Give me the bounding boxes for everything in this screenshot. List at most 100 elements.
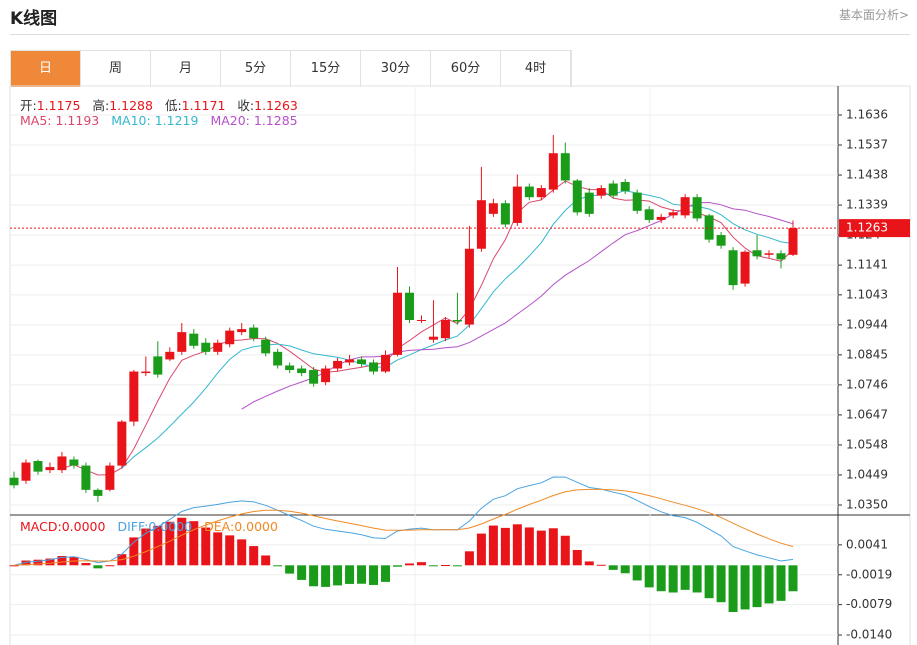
candle-body bbox=[716, 235, 726, 246]
divider bbox=[10, 34, 910, 35]
macd-bar bbox=[285, 565, 295, 574]
macd-bar bbox=[57, 556, 67, 566]
period-tab[interactable]: 5分 bbox=[221, 51, 291, 87]
candle-body bbox=[45, 467, 55, 471]
candle-body bbox=[776, 253, 786, 260]
macd-bar bbox=[500, 527, 510, 566]
macd-bar bbox=[524, 527, 534, 566]
last-price-label: 1.1263 bbox=[846, 221, 888, 235]
macd-bar bbox=[512, 524, 522, 566]
macd-bar bbox=[225, 535, 235, 566]
quote-label: 开: bbox=[20, 98, 37, 113]
quote-label: 低: bbox=[164, 98, 182, 113]
y-tick-label: 1.0647 bbox=[846, 407, 888, 421]
page-title: K线图 bbox=[10, 9, 58, 29]
macd-bar bbox=[249, 546, 259, 566]
candle-body bbox=[416, 319, 426, 321]
candle-body bbox=[261, 339, 271, 354]
period-tab[interactable]: 日 bbox=[11, 51, 81, 87]
candle-body bbox=[404, 292, 414, 320]
candle-body bbox=[488, 203, 498, 214]
macd-bar bbox=[740, 565, 750, 610]
quote-value: 1.1288 bbox=[109, 98, 153, 113]
y-tick-label: 1.1141 bbox=[846, 258, 888, 272]
candle-body bbox=[213, 342, 223, 352]
candle-body bbox=[69, 459, 79, 466]
macd-bar bbox=[404, 563, 414, 566]
quote-value: 1.1175 bbox=[36, 98, 81, 113]
candle-body bbox=[764, 253, 774, 255]
period-tab[interactable]: 60分 bbox=[431, 51, 501, 87]
macd-bar bbox=[680, 565, 690, 590]
y-tick-label: 1.0449 bbox=[846, 467, 888, 481]
ma-row: MA5: 1.1193 MA10: 1.1219 MA20: 1.1285 bbox=[20, 113, 310, 128]
period-tab[interactable]: 月 bbox=[151, 51, 221, 87]
macd-bar bbox=[788, 565, 798, 592]
macd-bar bbox=[345, 565, 355, 584]
macd-bar bbox=[536, 530, 546, 566]
candle-body bbox=[93, 489, 103, 496]
quote-label: 高: bbox=[92, 98, 110, 113]
ma-label: MA5: bbox=[20, 113, 52, 128]
macd-bar bbox=[668, 565, 678, 593]
macd-bar bbox=[644, 565, 654, 588]
period-tab[interactable]: 周 bbox=[81, 51, 151, 87]
candle-body bbox=[428, 336, 438, 340]
candle-body bbox=[141, 371, 151, 374]
candle-body bbox=[21, 462, 31, 481]
quote-row: 开:1.1175 高:1.1288 低:1.1171 收:1.1263 bbox=[20, 95, 310, 114]
candle-body bbox=[369, 362, 379, 372]
candle-body bbox=[105, 465, 115, 490]
macd-bar bbox=[21, 560, 31, 566]
period-tab[interactable]: 4时 bbox=[501, 51, 571, 87]
candle-body bbox=[704, 215, 714, 240]
candle-body bbox=[752, 250, 762, 257]
y-tick-label: 1.0746 bbox=[846, 377, 888, 391]
quote-label: 收: bbox=[237, 98, 255, 113]
candle-body bbox=[572, 180, 582, 213]
candle-body bbox=[117, 421, 127, 466]
macd-bar bbox=[309, 565, 319, 587]
quote-value: 1.1171 bbox=[181, 98, 226, 113]
macd-value: 0.0000 bbox=[61, 519, 106, 534]
macd-bar bbox=[416, 562, 426, 566]
candle-body bbox=[57, 456, 67, 471]
macd-bar bbox=[393, 565, 403, 567]
period-tab[interactable]: 15分 bbox=[291, 51, 361, 87]
candle-body bbox=[201, 342, 211, 352]
y-tick-label: 1.0350 bbox=[846, 497, 888, 511]
ma-line bbox=[121, 190, 794, 469]
macd-bar bbox=[9, 565, 19, 567]
candle-body bbox=[393, 292, 403, 355]
macd-bar bbox=[201, 527, 211, 566]
macd-bar bbox=[704, 565, 714, 599]
macd-bar bbox=[764, 565, 774, 604]
quote-value: 1.1263 bbox=[254, 98, 298, 113]
macd-bar bbox=[213, 532, 223, 566]
candle-body bbox=[692, 197, 702, 219]
ma-value: 1.1193 bbox=[55, 113, 100, 128]
macd-bar bbox=[177, 517, 187, 566]
period-tabs: 日周月 5分 15分 30分 60分 4时 bbox=[10, 50, 572, 87]
candle-body bbox=[321, 368, 331, 383]
candle-body bbox=[788, 228, 798, 255]
candle-body bbox=[668, 212, 678, 216]
macd-bar bbox=[333, 565, 343, 586]
macd-bar bbox=[464, 551, 474, 566]
macd-bar bbox=[273, 565, 283, 567]
candle-body bbox=[297, 368, 307, 374]
y-tick-label: -0.0079 bbox=[846, 597, 892, 611]
y-tick-label: 0.0041 bbox=[846, 537, 888, 551]
last-price-box bbox=[839, 219, 910, 238]
candle-body bbox=[620, 182, 630, 192]
candle-body bbox=[680, 197, 690, 216]
period-tab[interactable]: 30分 bbox=[361, 51, 431, 87]
macd-bar bbox=[476, 533, 486, 566]
macd-bar bbox=[93, 565, 103, 569]
y-tick-label: 1.1537 bbox=[846, 138, 888, 152]
y-tick-label: 1.1438 bbox=[846, 168, 888, 182]
fundamental-link[interactable]: 基本面分析> bbox=[838, 8, 909, 22]
macd-bar bbox=[608, 565, 618, 570]
